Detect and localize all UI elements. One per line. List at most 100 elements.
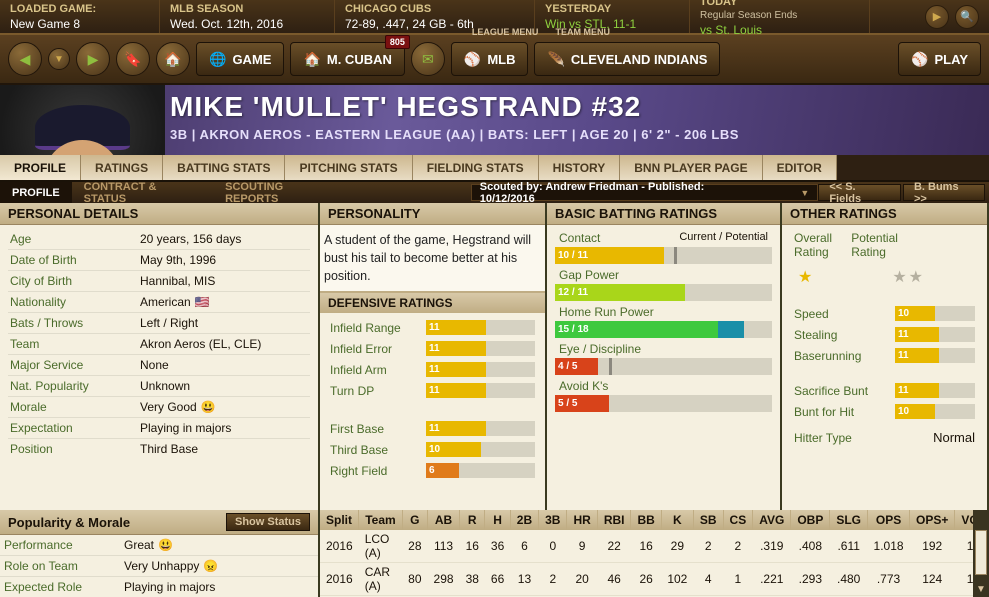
topbar-icon-group: ▶ 🔍 [925, 0, 989, 33]
rating-stealing: Stealing 11 [790, 324, 979, 345]
mlb-logo-icon: ⚾ [464, 51, 481, 68]
league-menu-button[interactable]: LEAGUE MENU ⚾ MLB [451, 42, 529, 76]
tab-bnn-player-page[interactable]: BNN PLAYER PAGE [620, 155, 762, 180]
player-compare-nav: << S. Fields B. Bums >> [818, 184, 989, 201]
tab-batting-stats[interactable]: BATTING STATS [163, 155, 285, 180]
nav-dropdown-icon[interactable]: ▼ [48, 48, 70, 70]
detail-row-nat-popularity: Nat. Popularity Unknown [8, 376, 310, 397]
basic-batting-ratings-panel: BASIC BATTING RATINGS Contact Current / … [547, 203, 782, 510]
rating-bunt-for-hit: Bunt for Hit 10 [790, 401, 979, 422]
game-menu-button[interactable]: 🌐 GAME [196, 42, 284, 76]
bottom-section: Popularity & Morale Show Status Performa… [0, 510, 989, 597]
baseball-icon: ⚾ [911, 51, 928, 68]
detail-row-major-service: Major Service None [8, 355, 310, 376]
profile-body-panels: PERSONAL DETAILS Age 20 years, 156 days … [0, 203, 989, 510]
rating-speed: Speed 10 [790, 303, 979, 324]
player-hero-banner: MIKE 'MULLET' HEGSTRAND #32 3B | AKRON A… [0, 85, 989, 155]
cleveland-logo-icon: 🪶 [547, 51, 564, 68]
defensive-ratings-list: Infield Range 11 Infield Error 11 Infiel… [320, 313, 545, 510]
main-tabs: PROFILE RATINGS BATTING STATS PITCHING S… [0, 155, 989, 182]
table-scrollbar[interactable]: ▼ [973, 510, 989, 597]
rating-infield-error: Infield Error 11 [326, 338, 539, 359]
scouted-by-dropdown-icon[interactable]: ▼ [800, 188, 809, 198]
detail-row-age: Age 20 years, 156 days [8, 229, 310, 250]
popularity-morale-panel: Popularity & Morale Show Status Performa… [0, 510, 320, 597]
loaded-game-info: LOADED GAME: New Game 8 [0, 0, 160, 33]
personal-details-list: Age 20 years, 156 days Date of Birth May… [0, 225, 318, 510]
other-ratings-panel: OTHER RATINGS Overall Rating Potential R… [782, 203, 989, 510]
scroll-thumb[interactable] [975, 530, 987, 575]
mlb-season-info: MLB SEASON Wed. Oct. 12th, 2016 [160, 0, 335, 33]
today-info: TODAY vs St. Louis Regular Season Ends [690, 0, 870, 33]
player-name-block: MIKE 'MULLET' HEGSTRAND #32 3B | AKRON A… [170, 91, 739, 142]
eye-discipline-rating-row: Eye / Discipline [555, 340, 772, 358]
nav-bookmark-icon[interactable]: 🔖 [116, 42, 150, 76]
detail-row-position: Position Third Base [8, 439, 310, 459]
rating-infield-arm: Infield Arm 11 [326, 359, 539, 380]
nav-forward-icon[interactable]: ▶ [76, 42, 110, 76]
team-menu-button[interactable]: TEAM MENU 🪶 CLEVELAND INDIANS [534, 42, 720, 76]
rating-infield-range: Infield Range 11 [326, 317, 539, 338]
play-icon-small[interactable]: ▶ [925, 5, 949, 29]
rating-baserunning: Baserunning 11 [790, 345, 979, 366]
subtab-profile[interactable]: PROFILE [0, 182, 72, 203]
personality-panel: PERSONALITY A student of the game, Hegst… [320, 203, 547, 510]
rating-turn-dp: Turn DP 11 [326, 380, 539, 401]
potential-rating-stars: ★ ★ [888, 263, 927, 291]
overall-rating-stars: ★ [794, 263, 816, 291]
gap-power-rating-row: Gap Power [555, 266, 772, 284]
personal-details-panel: PERSONAL DETAILS Age 20 years, 156 days … [0, 203, 320, 510]
prev-player-button[interactable]: << S. Fields [818, 184, 901, 201]
cuban-badge: 805 [385, 35, 410, 49]
tab-history[interactable]: HISTORY [539, 155, 621, 180]
detail-row-expectation: Expectation Playing in majors [8, 418, 310, 439]
home-run-power-rating-row: Home Run Power [555, 303, 772, 321]
nav-home-icon[interactable]: 🏠 [156, 42, 190, 76]
table-row[interactable]: 2016 CAR (A) 80 298 38 66 13 2 20 46 26 … [320, 563, 989, 596]
rating-sacrifice-bunt: Sacrifice Bunt 11 [790, 380, 979, 401]
rating-third-base: Third Base 10 [326, 439, 539, 460]
sub-tabs: PROFILE CONTRACT & STATUS SCOUTING REPOR… [0, 182, 989, 203]
us-flag-icon: 🇺🇸 [195, 295, 210, 309]
scouted-by-label: Scouted by: Andrew Friedman - Published:… [471, 184, 819, 201]
smile-icon: 😃 [201, 400, 216, 414]
nav-back-icon[interactable]: ◀ [8, 42, 42, 76]
detail-row-bats-throws: Bats / Throws Left / Right [8, 313, 310, 334]
subtab-scouting-reports[interactable]: SCOUTING REPORTS [213, 182, 351, 203]
detail-row-team: Team Akron Aeros (EL, CLE) [8, 334, 310, 355]
tab-pitching-stats[interactable]: PITCHING STATS [285, 155, 412, 180]
detail-row-nationality: Nationality American 🇺🇸 [8, 292, 310, 313]
other-ratings-list: Overall Rating Potential Rating ★ ★ ★ Sp… [782, 225, 987, 510]
globe-icon: 🌐 [209, 51, 226, 68]
angry-face-icon: 😠 [203, 559, 218, 573]
popularity-role-row: Role on Team Very Unhappy 😠 [0, 556, 318, 577]
tab-fielding-stats[interactable]: FIELDING STATS [413, 155, 539, 180]
search-icon[interactable]: 🔍 [955, 5, 979, 29]
subtab-contract-status[interactable]: CONTRACT & STATUS [72, 182, 213, 203]
tab-ratings[interactable]: RATINGS [81, 155, 163, 180]
popularity-performance-row: Performance Great 😃 [0, 535, 318, 556]
play-button[interactable]: ⚾ PLAY [898, 42, 981, 76]
rating-right-field: Right Field 6 [326, 460, 539, 481]
stats-table-panel: Split Team G AB R H 2B 3B HR RBI BB K SB… [320, 510, 989, 597]
detail-row-dob: Date of Birth May 9th, 1996 [8, 250, 310, 271]
scroll-down-arrow-icon[interactable]: ▼ [976, 584, 986, 597]
hitter-type-row: Hitter Type Normal [790, 422, 979, 453]
show-status-button[interactable]: Show Status [226, 513, 310, 531]
player-photo [0, 85, 165, 155]
table-row[interactable]: 2016 LCO (A) 28 113 16 36 6 0 9 22 16 29… [320, 530, 989, 563]
popularity-expected-role-row: Expected Role Playing in majors [0, 577, 318, 597]
next-player-button[interactable]: B. Bums >> [903, 184, 985, 201]
rating-first-base: First Base 11 [326, 418, 539, 439]
happy-face-icon: 😃 [158, 538, 173, 552]
mark-cuban-button[interactable]: 🏠 M. CUBAN 805 [290, 42, 404, 76]
tab-editor[interactable]: EDITOR [763, 155, 837, 180]
mail-icon[interactable]: ✉ [411, 42, 445, 76]
tab-profile[interactable]: PROFILE [0, 155, 81, 180]
stats-table-header-row: Split Team G AB R H 2B 3B HR RBI BB K SB… [320, 510, 989, 530]
detail-row-city: City of Birth Hannibal, MIS [8, 271, 310, 292]
avoid-ks-rating-row: Avoid K's [555, 377, 772, 395]
batting-splits-table[interactable]: Split Team G AB R H 2B 3B HR RBI BB K SB… [320, 510, 989, 597]
basic-batting-ratings-list: Contact Current / Potential 10 / 11 Gap … [547, 225, 780, 510]
stats-table-body: 2016 LCO (A) 28 113 16 36 6 0 9 22 16 29… [320, 530, 989, 597]
